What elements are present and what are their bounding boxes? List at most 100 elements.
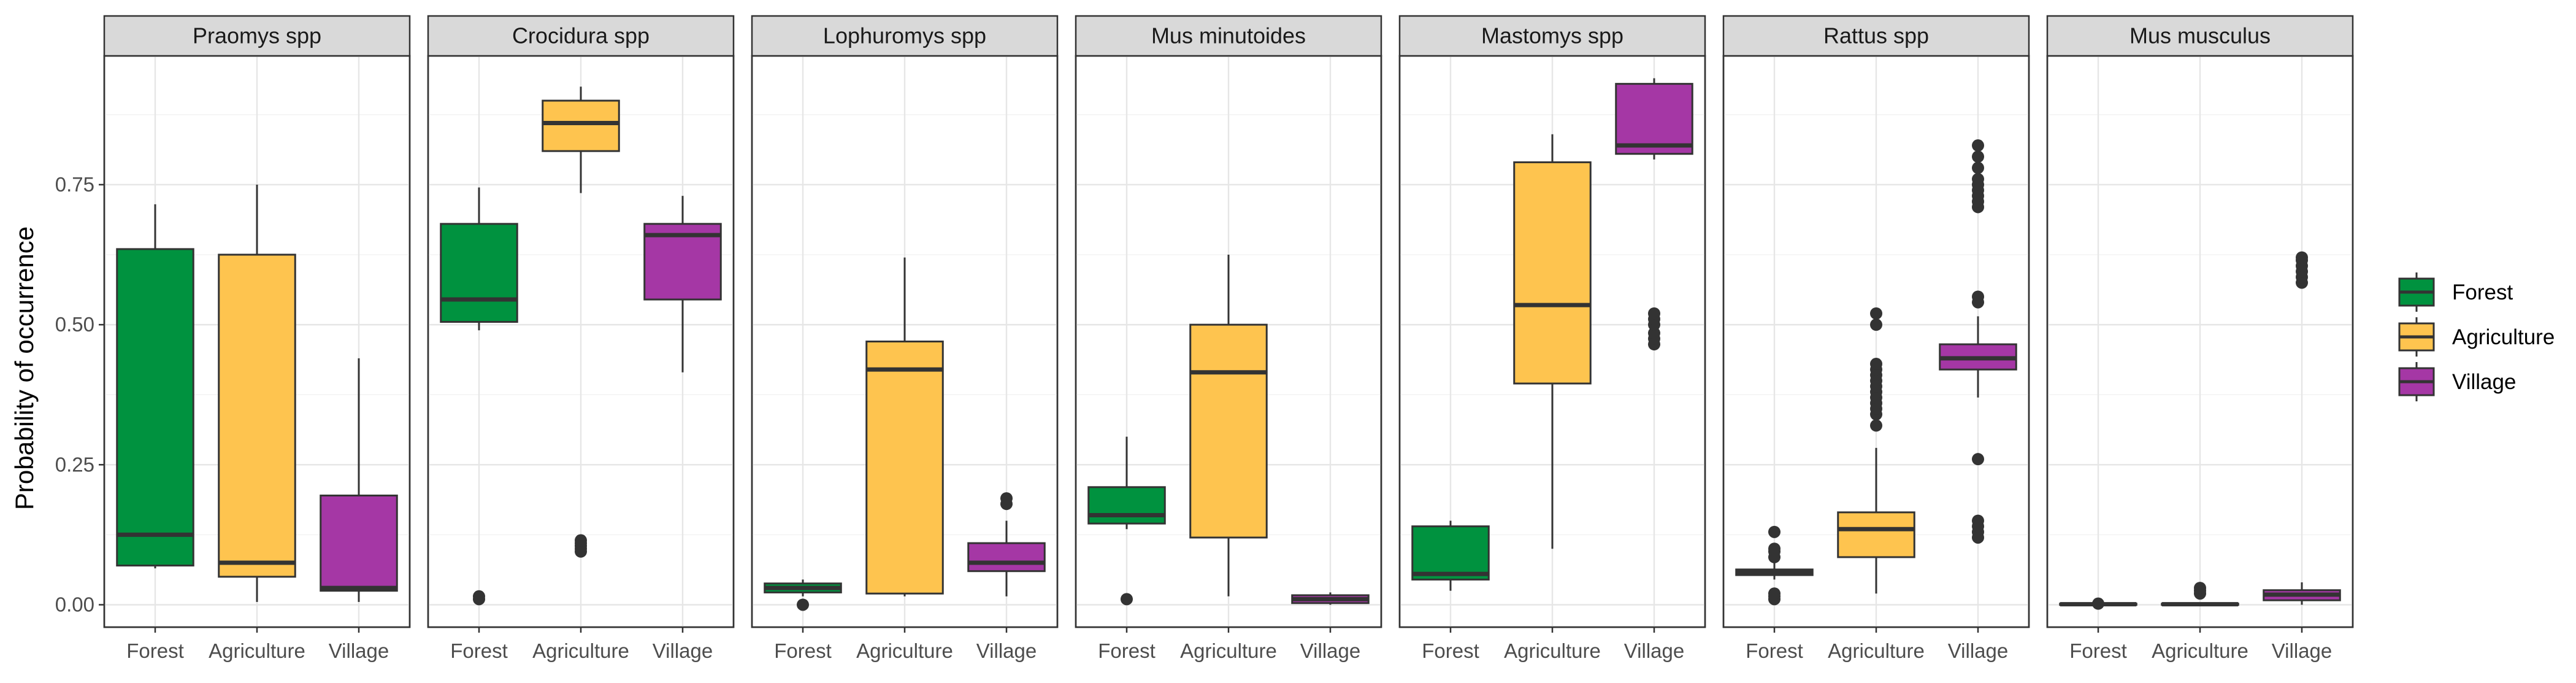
outlier-point xyxy=(2296,251,2308,264)
outlier-point xyxy=(1000,492,1013,505)
x-tick-label: Village xyxy=(976,639,1037,662)
box-iqr xyxy=(1837,511,1915,558)
box-iqr xyxy=(865,341,944,595)
box-iqr xyxy=(116,248,194,567)
x-tick-label: Forest xyxy=(1422,639,1479,662)
facet-panels: 0.00 0.25 0.50 0.75 Praomys spp Forest Agricul… xyxy=(55,15,2354,662)
outlier-point xyxy=(1870,318,1882,331)
x-tick-label: Village xyxy=(2272,639,2332,662)
facet-strip-label: Mastomys spp xyxy=(1481,23,1623,48)
outlier-point xyxy=(1972,290,1984,303)
outlier-point xyxy=(1972,172,1984,185)
facet-panel: Praomys spp Forest Agriculture Village xyxy=(103,15,411,662)
box-forest xyxy=(2059,597,2137,610)
facet-panel: Crocidura spp Forest Agriculture Village xyxy=(427,15,735,662)
x-tick-label: Forest xyxy=(1098,639,1156,662)
outlier-point xyxy=(1870,358,1882,371)
outlier-point xyxy=(1870,307,1882,320)
facet-strip xyxy=(751,15,1059,57)
x-tick-label: Agriculture xyxy=(1180,639,1277,662)
box-iqr xyxy=(218,253,296,578)
x-tick-label: Village xyxy=(1624,639,1684,662)
box-agriculture xyxy=(1837,307,1915,594)
box-forest xyxy=(116,204,194,569)
box-forest xyxy=(1087,436,1166,606)
box-iqr xyxy=(1411,525,1490,581)
facet-strip-label: Mus minutoides xyxy=(1151,23,1306,48)
outlier-point xyxy=(1870,419,1882,432)
y-tick-label: 0.00 xyxy=(55,593,94,615)
x-tick-label: Village xyxy=(329,639,389,662)
outlier-point xyxy=(1768,587,1781,600)
outlier-point xyxy=(2092,597,2104,610)
box-forest xyxy=(1411,520,1490,591)
box-forest xyxy=(440,187,518,606)
outlier-point xyxy=(1972,161,1984,174)
box-village xyxy=(320,358,398,602)
facet-panel: Mus musculus Forest Agriculture Village xyxy=(2046,15,2354,662)
box-agriculture xyxy=(2161,582,2239,607)
outlier-point xyxy=(575,534,587,547)
x-tick-label: Agriculture xyxy=(2152,639,2248,662)
box-iqr xyxy=(542,99,620,152)
x-tick-label: Forest xyxy=(2069,639,2127,662)
y-tick-label: 0.75 xyxy=(55,173,94,196)
facet-panel: Mus minutoides Forest Agriculture Village xyxy=(1075,15,1382,662)
legend-item-agriculture: Agriculture xyxy=(2398,317,2555,357)
x-tick-label: Agriculture xyxy=(209,639,305,662)
outlier-point xyxy=(1972,514,1984,527)
facet-panel: Mastomys spp Forest Agriculture Village xyxy=(1398,15,1706,662)
facet-strip-label: Rattus spp xyxy=(1823,23,1929,48)
legend: Forest Agriculture Village xyxy=(2398,272,2555,401)
y-tick-label: 0.50 xyxy=(55,313,94,336)
box-village xyxy=(2263,251,2341,605)
facet-strip xyxy=(1075,15,1382,57)
outlier-point xyxy=(1648,326,1660,339)
legend-label: Forest xyxy=(2452,280,2513,304)
x-tick-label: Village xyxy=(653,639,713,662)
facet-strip xyxy=(1398,15,1706,57)
x-tick-label: Agriculture xyxy=(856,639,953,662)
box-iqr xyxy=(440,223,518,323)
box-village xyxy=(967,492,1046,596)
facet-strip xyxy=(427,15,735,57)
box-agriculture xyxy=(1189,255,1268,596)
box-village xyxy=(1615,78,1693,351)
legend-item-village: Village xyxy=(2398,362,2516,401)
box-forest xyxy=(764,579,842,611)
outlier-point xyxy=(473,590,485,603)
box-agriculture xyxy=(865,257,944,596)
box-agriculture xyxy=(1513,134,1592,549)
box-iqr xyxy=(1087,486,1166,525)
box-iqr xyxy=(1513,161,1592,385)
outlier-point xyxy=(1121,593,1133,606)
outlier-point xyxy=(1768,525,1781,538)
facet-panel: Rattus spp Forest Agriculture Village xyxy=(1722,15,2030,662)
x-tick-label: Village xyxy=(1948,639,2008,662)
x-tick-label: Agriculture xyxy=(532,639,629,662)
outlier-point xyxy=(797,598,809,611)
facet-strip xyxy=(103,15,411,57)
y-axis-title: Probability of occurrence xyxy=(10,226,39,510)
outlier-point xyxy=(1972,150,1984,163)
box-village xyxy=(1291,592,1370,605)
box-agriculture xyxy=(542,87,620,558)
outlier-point xyxy=(1648,307,1660,320)
facet-strip xyxy=(2046,15,2354,57)
facet-panel: Lophuromys spp Forest Agriculture Village xyxy=(751,15,1059,662)
x-tick-label: Forest xyxy=(450,639,508,662)
outlier-point xyxy=(1972,139,1984,152)
facet-strip-label: Praomys spp xyxy=(193,23,321,48)
facet-strip-label: Crocidura spp xyxy=(512,23,650,48)
box-iqr xyxy=(1189,323,1268,539)
x-tick-label: Agriculture xyxy=(1504,639,1601,662)
legend-item-forest: Forest xyxy=(2398,272,2513,312)
facet-strip-label: Lophuromys spp xyxy=(823,23,986,48)
facet-strip xyxy=(1722,15,2030,57)
x-tick-label: Agriculture xyxy=(1828,639,1925,662)
y-tick-label: 0.25 xyxy=(55,453,94,476)
x-tick-label: Village xyxy=(1300,639,1360,662)
outlier-point xyxy=(2194,582,2206,595)
outlier-point xyxy=(1768,542,1781,555)
